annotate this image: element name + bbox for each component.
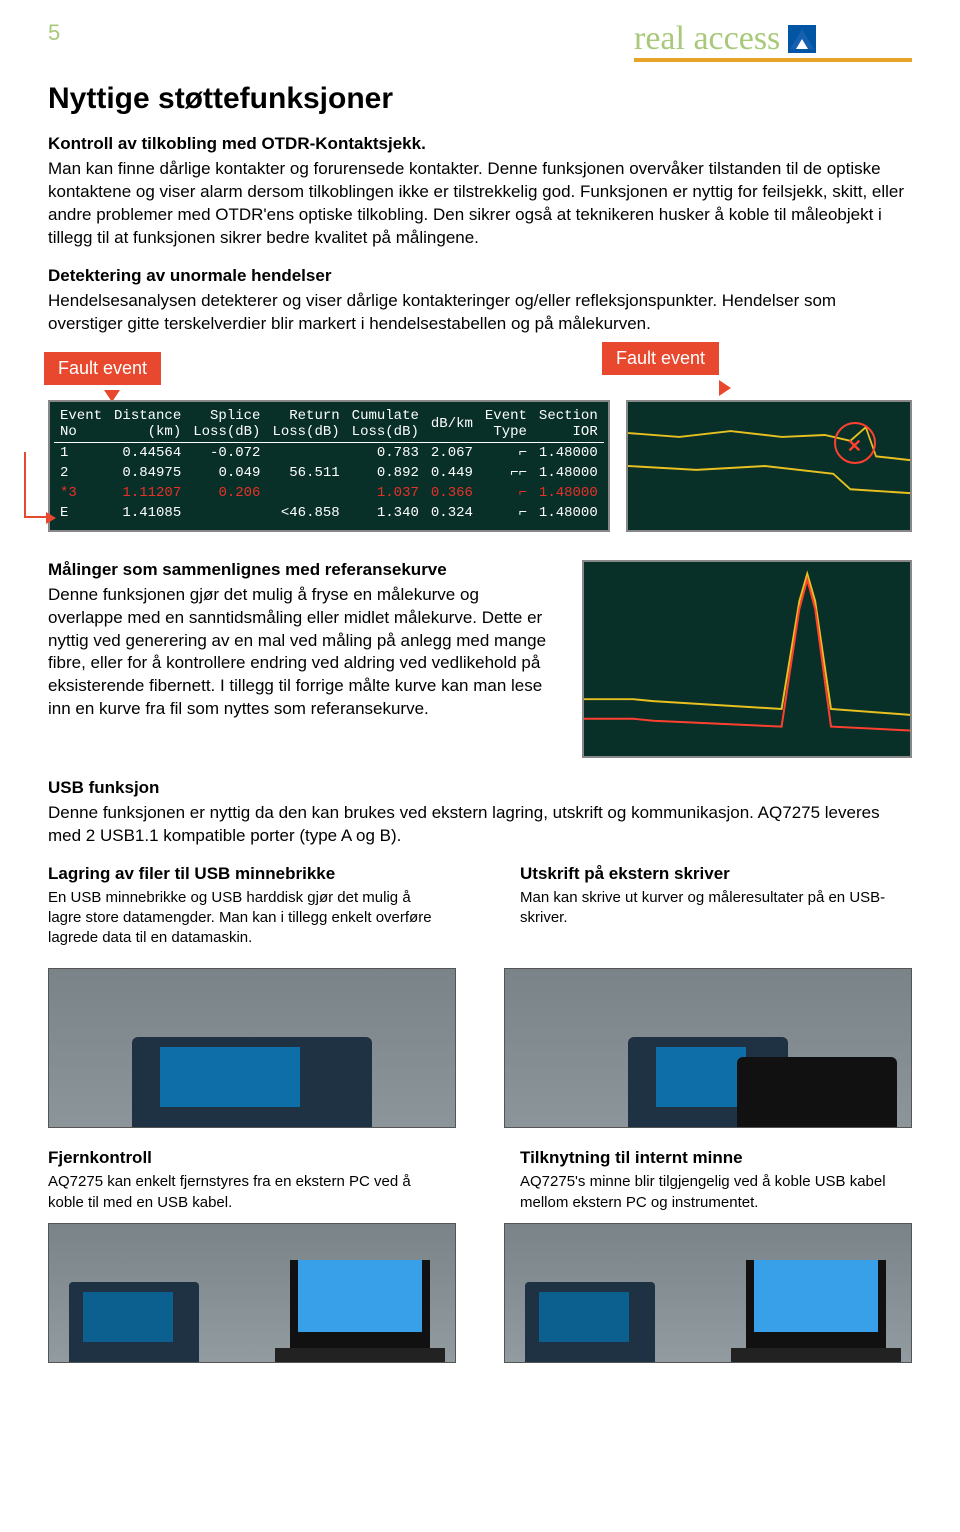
section3-heading: Målinger som sammenlignes med referansek… [48, 560, 558, 580]
fault-x-marker-icon: ✕ [847, 436, 862, 457]
table-header: CumulateLoss(dB) [346, 406, 425, 443]
remote-left-heading: Fjernkontroll [48, 1148, 440, 1168]
usb-right-heading: Utskrift på ekstern skriver [520, 864, 912, 884]
event-table: EventNoDistance(km)SpliceLoss(dB)ReturnL… [48, 400, 610, 532]
fault-label-left: Fault event [44, 352, 161, 385]
internal-memory-photo [504, 1223, 912, 1363]
remote-control-photo [48, 1223, 456, 1363]
brand-text: real access [634, 20, 780, 58]
table-header: SectionIOR [533, 406, 604, 443]
brand-logo [788, 25, 816, 53]
table-header: ReturnLoss(dB) [266, 406, 345, 443]
table-header: EventNo [54, 406, 108, 443]
brand-underline [634, 58, 912, 62]
table-row: 10.44564-0.0720.7832.067⌐1.48000 [54, 442, 604, 463]
callout-line [24, 452, 50, 518]
section1-heading: Kontroll av tilkobling med OTDR-Kontakts… [48, 134, 912, 154]
fault-label-right: Fault event [602, 342, 719, 375]
usb-left-heading: Lagring av filer til USB minnebrikke [48, 864, 440, 884]
brand-header: real access [634, 20, 912, 62]
usb-right-body: Man kan skrive ut kurver og måleresultat… [520, 888, 912, 929]
usb-storage-photo [48, 968, 456, 1128]
otdr-trace-plot: ✕ [626, 400, 912, 532]
usb-left-body: En USB minnebrikke og USB harddisk gjør … [48, 888, 440, 949]
section2-heading: Detektering av unormale hendelser [48, 266, 912, 286]
remote-left-body: AQ7275 kan enkelt fjernstyres fra en eks… [48, 1172, 440, 1213]
table-row: 20.849750.04956.5110.8920.449⌐⌐1.48000 [54, 463, 604, 483]
remote-right-body: AQ7275's minne blir tilgjengelig ved å k… [520, 1172, 912, 1213]
callout-arrow-icon [46, 512, 56, 524]
table-row: E1.41085<46.8581.3400.324⌐1.48000 [54, 503, 604, 523]
section3-body: Denne funksjonen gjør det mulig å fryse … [48, 584, 558, 722]
table-header: EventType [479, 406, 533, 443]
table-row: *31.112070.2061.0370.366⌐1.48000 [54, 483, 604, 503]
reference-compare-plot [582, 560, 912, 758]
usb-printer-photo [504, 968, 912, 1128]
table-header: Distance(km) [108, 406, 187, 443]
page-number: 5 [48, 20, 60, 46]
section2-body: Hendelsesanalysen detekterer og viser då… [48, 290, 912, 336]
section4-body: Denne funksjonen er nyttig da den kan br… [48, 802, 912, 848]
page-title: Nyttige støttefunksjoner [48, 82, 912, 116]
section1-body: Man kan finne dårlige kontakter og forur… [48, 158, 912, 250]
table-header: SpliceLoss(dB) [187, 406, 266, 443]
remote-right-heading: Tilknytning til internt minne [520, 1148, 912, 1168]
table-header: dB/km [425, 406, 479, 443]
fault-arrow-right-icon [719, 380, 731, 396]
fault-event-figure: Fault event Fault event EventNoDistance(… [48, 360, 912, 532]
section4-heading: USB funksjon [48, 778, 912, 798]
